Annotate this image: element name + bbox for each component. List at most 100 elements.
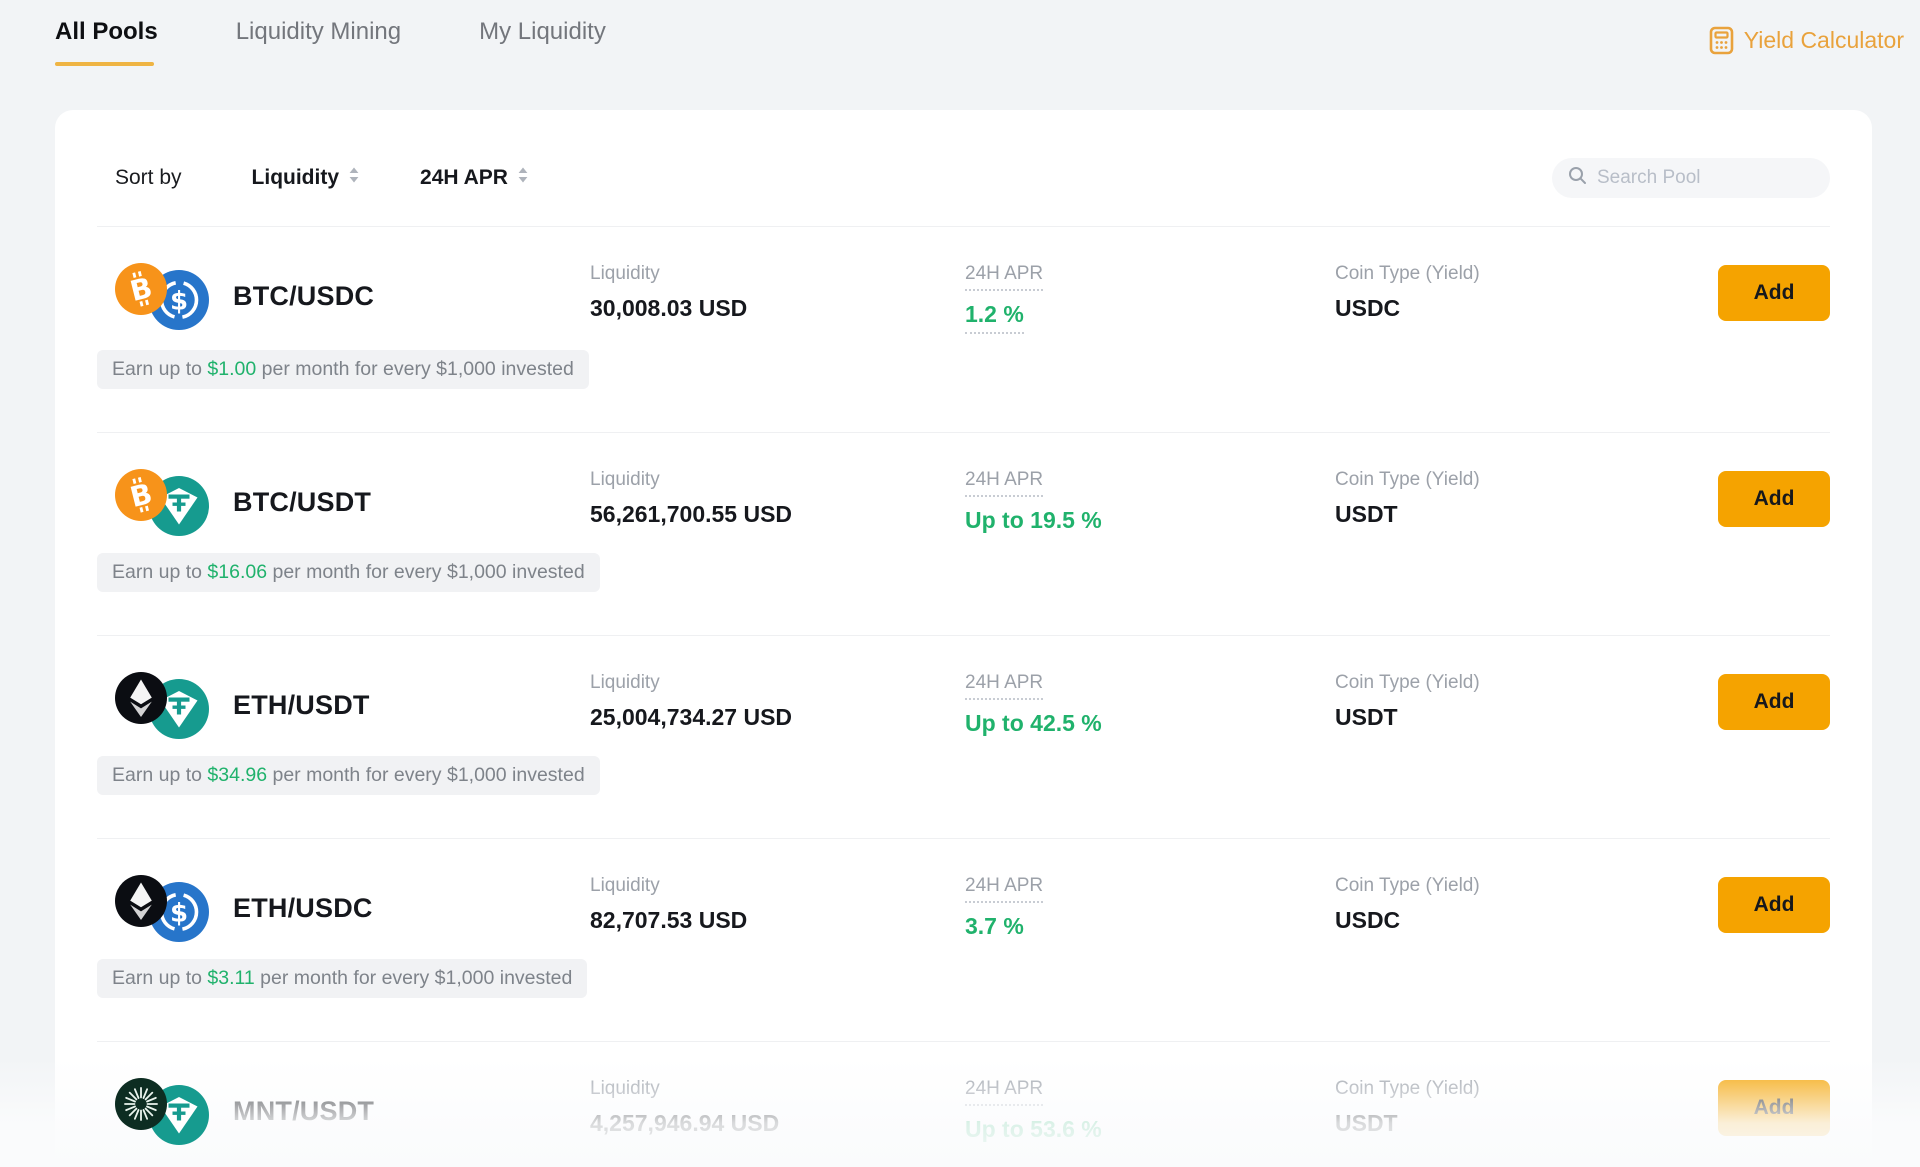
tab-all-pools[interactable]: All Pools <box>55 18 158 66</box>
liquidity-label: Liquidity <box>590 263 660 284</box>
add-liquidity-button[interactable]: Add <box>1718 471 1830 527</box>
coin-type-label: Coin Type (Yield) <box>1335 469 1480 490</box>
liquidity-value: 25,004,734.27 USD <box>590 704 793 730</box>
coin-type-value: USDT <box>1335 1110 1398 1136</box>
earn-banner: Earn up to $1.00 per month for every $1,… <box>97 350 589 389</box>
liquidity-cell: Liquidity 25,004,734.27 USD <box>590 670 965 731</box>
liquidity-label: Liquidity <box>590 1078 660 1099</box>
pair-coin-icons: $ <box>115 873 219 943</box>
svg-text:$: $ <box>170 899 188 929</box>
pool-pair-name: MNT/USDT <box>233 1095 375 1126</box>
pool-pair-cell: B BTC/USDT <box>115 467 590 537</box>
pool-pair-cell: MNT/USDT <box>115 1076 590 1146</box>
pools-toolbar: Sort by Liquidity 24H APR <box>97 110 1842 226</box>
liquidity-value: 82,707.53 USD <box>590 907 748 933</box>
mnt-coin-icon <box>115 1078 167 1130</box>
apr-value: Up to 19.5 % <box>965 507 1102 533</box>
pools-card: Sort by Liquidity 24H APR $ <box>55 110 1872 1167</box>
yield-calculator-link[interactable]: Yield Calculator <box>1709 26 1904 55</box>
search-pool-input[interactable] <box>1597 167 1842 189</box>
earn-suffix: per month for every $1,000 invested <box>267 764 585 786</box>
liquidity-cell: Liquidity 30,008.03 USD <box>590 261 965 322</box>
yield-calculator-label: Yield Calculator <box>1743 27 1904 53</box>
sort-apr-label: 24H APR <box>420 166 508 189</box>
calculator-icon <box>1709 26 1734 55</box>
apr-cell: 24H APR Up to 42.5 % <box>965 670 1335 737</box>
apr-label[interactable]: 24H APR <box>965 263 1044 291</box>
liquidity-cell: Liquidity 82,707.53 USD <box>590 873 965 934</box>
pool-row: ETH/USDT Liquidity 25,004,734.27 USD 24H… <box>97 635 1830 795</box>
tab-bar: All Pools Liquidity Mining My Liquidity <box>55 18 606 66</box>
row-divider <box>97 226 1830 227</box>
coin-type-cell: Coin Type (Yield) USDT <box>1335 670 1698 731</box>
row-divider <box>97 1041 1830 1042</box>
coin-type-label: Coin Type (Yield) <box>1335 672 1480 693</box>
apr-label[interactable]: 24H APR <box>965 1078 1044 1106</box>
tab-my-liquidity-label: My Liquidity <box>479 18 606 45</box>
add-liquidity-button[interactable]: Add <box>1718 1080 1830 1136</box>
apr-cell: 24H APR 1.2 % <box>965 261 1335 334</box>
earn-prefix: Earn up to <box>112 764 208 786</box>
add-liquidity-button[interactable]: Add <box>1718 877 1830 933</box>
apr-value: Up to 53.6 % <box>965 1116 1102 1142</box>
earn-amount: $1.00 <box>207 358 257 380</box>
row-divider <box>97 432 1830 433</box>
liquidity-value: 30,008.03 USD <box>590 295 748 321</box>
apr-value: 1.2 % <box>965 301 1024 334</box>
pool-row: $ B BTC/USDC Liquidity 30,008.03 USD 24H… <box>97 226 1830 389</box>
pool-pair-name: BTC/USDC <box>233 280 375 311</box>
apr-label[interactable]: 24H APR <box>965 875 1044 903</box>
liquidity-label: Liquidity <box>590 469 660 490</box>
add-liquidity-button[interactable]: Add <box>1718 265 1830 321</box>
pool-pair-name: BTC/USDT <box>233 486 372 517</box>
earn-banner: Earn up to $3.11 per month for every $1,… <box>97 959 588 998</box>
pool-pair-name: ETH/USDT <box>233 689 370 720</box>
liquidity-value: 4,257,946.94 USD <box>590 1110 780 1136</box>
earn-prefix: Earn up to <box>112 561 208 583</box>
eth-coin-icon <box>115 672 167 724</box>
apr-cell: 24H APR 3.7 % <box>965 873 1335 940</box>
search-icon <box>1568 166 1587 190</box>
liquidity-cell: Liquidity 56,261,700.55 USD <box>590 467 965 528</box>
pair-coin-icons <box>115 670 219 740</box>
earn-amount: $34.96 <box>207 764 268 786</box>
pool-pair-cell: $ ETH/USDC <box>115 873 590 943</box>
sort-liquidity-button[interactable]: Liquidity <box>252 166 361 190</box>
coin-type-cell: Coin Type (Yield) USDT <box>1335 1076 1698 1137</box>
sort-arrows-icon <box>517 166 529 190</box>
btc-coin-icon: B <box>115 469 167 521</box>
apr-label[interactable]: 24H APR <box>965 672 1044 700</box>
sort-by-label: Sort by <box>115 166 182 189</box>
coin-type-value: USDT <box>1335 704 1398 730</box>
sort-liquidity-label: Liquidity <box>251 166 340 189</box>
coin-type-cell: Coin Type (Yield) USDT <box>1335 467 1698 528</box>
sort-apr-button[interactable]: 24H APR <box>420 166 529 190</box>
earn-suffix: per month for every $1,000 invested <box>254 967 573 989</box>
earn-banner: Earn up to $16.06 per month for every $1… <box>97 553 600 592</box>
search-pool-box[interactable] <box>1552 158 1842 198</box>
coin-type-cell: Coin Type (Yield) USDC <box>1335 261 1698 322</box>
svg-text:$: $ <box>170 287 188 317</box>
tab-liquidity-mining[interactable]: Liquidity Mining <box>236 18 401 66</box>
apr-label[interactable]: 24H APR <box>965 469 1044 497</box>
sort-arrows-icon <box>348 166 360 190</box>
pool-pair-name: ETH/USDC <box>233 892 373 923</box>
earn-amount: $16.06 <box>207 561 268 583</box>
pool-row: $ ETH/USDC Liquidity 82,707.53 USD 24H A… <box>97 838 1830 998</box>
earn-amount: $3.11 <box>207 967 255 989</box>
row-divider <box>97 635 1830 636</box>
row-divider <box>97 838 1830 839</box>
pool-pair-cell: ETH/USDT <box>115 670 590 740</box>
apr-cell: 24H APR Up to 53.6 % <box>965 1076 1335 1143</box>
coin-type-label: Coin Type (Yield) <box>1335 875 1480 896</box>
coin-type-value: USDC <box>1335 295 1401 321</box>
active-tab-underline <box>55 62 154 66</box>
pair-coin-icons: $ B <box>115 261 219 331</box>
earn-banner: Earn up to per month for every $1,000 in… <box>97 1162 657 1167</box>
add-liquidity-button[interactable]: Add <box>1718 674 1830 730</box>
apr-value: Up to 42.5 % <box>965 710 1102 736</box>
tab-my-liquidity[interactable]: My Liquidity <box>479 18 606 66</box>
liquidity-cell: Liquidity 4,257,946.94 USD <box>590 1076 965 1137</box>
earn-suffix: per month for every $1,000 invested <box>267 561 585 583</box>
apr-value: 3.7 % <box>965 913 1024 939</box>
